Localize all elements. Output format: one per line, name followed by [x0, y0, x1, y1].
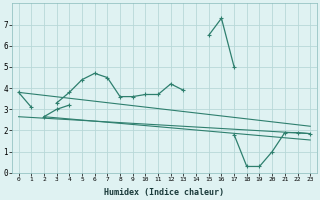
X-axis label: Humidex (Indice chaleur): Humidex (Indice chaleur): [104, 188, 224, 197]
